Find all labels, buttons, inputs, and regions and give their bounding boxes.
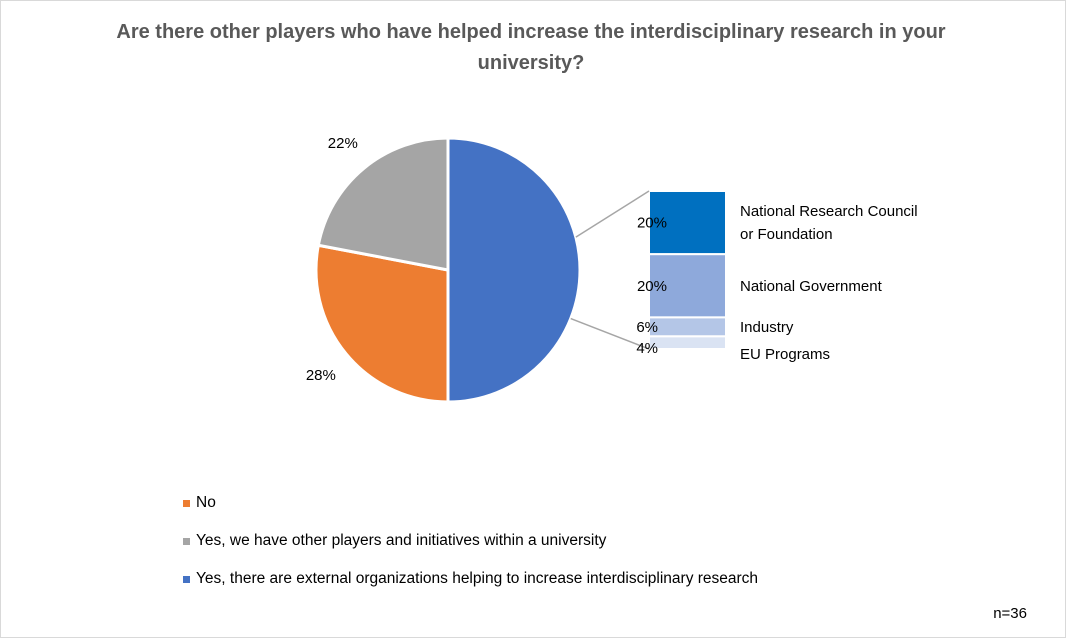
breakdown-bar-segment bbox=[648, 335, 727, 350]
chart-title: Are there other players who have helped … bbox=[116, 21, 946, 74]
connector-line bbox=[570, 317, 650, 350]
breakdown-value-label: 4% bbox=[636, 340, 658, 357]
legend-label: Yes, we have other players and initiativ… bbox=[196, 532, 607, 549]
sample-size-note: n=36 bbox=[993, 605, 1027, 622]
connector-line bbox=[575, 190, 650, 238]
pie-slice bbox=[314, 243, 450, 404]
breakdown-value-label: 20% bbox=[637, 278, 667, 295]
breakdown-bar-segment bbox=[648, 253, 727, 319]
legend-item: Yes, we have other players and initiativ… bbox=[183, 531, 758, 551]
pie-slice bbox=[446, 136, 582, 404]
legend-item: Yes, there are external organizations he… bbox=[183, 569, 758, 589]
slice-label: 22% bbox=[328, 135, 358, 152]
legend-item: No bbox=[183, 493, 758, 513]
legend-swatch bbox=[183, 499, 190, 507]
legend: No Yes, we have other players and initiat… bbox=[183, 493, 758, 607]
breakdown-category-label: National Government bbox=[740, 278, 883, 295]
breakdown-category-label: Industry bbox=[740, 319, 794, 336]
breakdown-category-label: EU Programs bbox=[740, 346, 830, 363]
breakdown-category-label: National Research Council or Foundation bbox=[740, 203, 918, 243]
slice-label: 28% bbox=[306, 367, 336, 384]
pie-slice bbox=[316, 136, 450, 272]
breakdown-bar-segment bbox=[648, 316, 727, 338]
breakdown-value-label: 6% bbox=[636, 319, 658, 336]
legend-label: Yes, there are external organizations he… bbox=[196, 570, 759, 587]
legend-swatch bbox=[183, 537, 190, 545]
legend-swatch bbox=[183, 575, 190, 583]
legend-label: No bbox=[196, 494, 216, 511]
breakdown-value-label: 20% bbox=[637, 215, 667, 232]
